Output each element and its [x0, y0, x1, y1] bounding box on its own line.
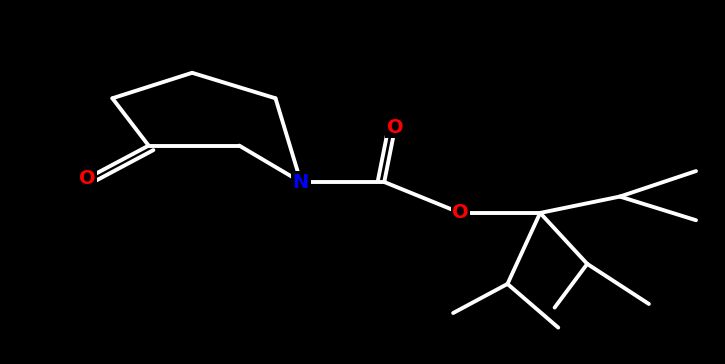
Text: O: O [387, 118, 403, 137]
Text: N: N [293, 173, 309, 191]
Text: O: O [79, 169, 95, 188]
Text: O: O [452, 203, 468, 222]
